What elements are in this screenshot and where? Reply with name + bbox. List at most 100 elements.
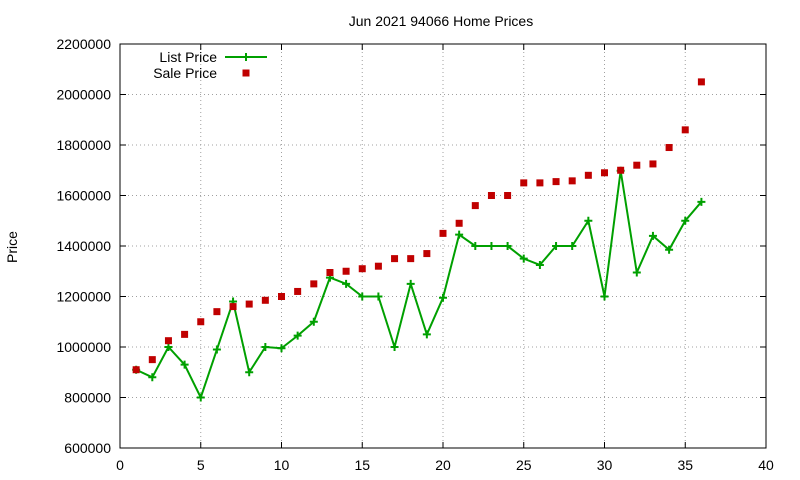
list-price-point <box>568 242 577 250</box>
sale-price-point <box>197 318 205 326</box>
sale-price-point <box>471 202 479 210</box>
list-price-point <box>309 317 318 326</box>
list-price-point <box>439 293 447 302</box>
list-price-point <box>180 360 189 369</box>
sale-price-point <box>665 144 673 152</box>
y-tick-label: 2000000 <box>56 87 111 103</box>
sale-price-point <box>633 161 641 169</box>
list-price-point <box>681 216 690 225</box>
chart-title: Jun 2021 94066 Home Prices <box>349 13 533 29</box>
sale-price-point <box>391 255 399 263</box>
list-price-point <box>164 343 173 351</box>
list-price-point <box>471 242 480 250</box>
list-price-point <box>552 242 561 250</box>
x-tick-label: 10 <box>274 457 290 473</box>
sale-price-point <box>278 293 285 300</box>
list-price-point <box>632 268 641 277</box>
list-price-point <box>406 279 415 288</box>
plot-frame <box>119 43 767 449</box>
sale-price-point <box>342 267 350 275</box>
list-price-point <box>648 231 657 240</box>
x-tick-label: 15 <box>354 457 370 473</box>
list-price-point <box>665 245 674 254</box>
x-tick-label: 20 <box>435 457 451 473</box>
list-price-point <box>148 373 157 382</box>
sale-price-point <box>504 192 512 199</box>
legend-cross-swatch <box>242 53 250 61</box>
list-price-point <box>358 292 367 301</box>
x-tick-label: 0 <box>116 457 124 473</box>
sale-price-point <box>536 179 544 187</box>
y-tick-label: 600000 <box>64 440 111 456</box>
y-tick-label: 800000 <box>64 390 111 406</box>
sale-price-point <box>617 166 625 174</box>
list-price-point <box>390 343 399 351</box>
x-tick-label: 5 <box>197 457 205 473</box>
sale-price-point <box>697 78 705 86</box>
sale-price-point <box>374 262 382 270</box>
list-price-point <box>422 330 431 339</box>
legend-label: List Price <box>159 49 217 65</box>
list-price-point <box>342 279 351 288</box>
sale-price-point <box>261 296 269 304</box>
list-price-point <box>374 292 383 301</box>
sale-price-point <box>601 169 608 177</box>
sale-price-point <box>681 126 689 134</box>
list-price-point <box>196 393 205 402</box>
y-tick-label: 1400000 <box>56 238 111 254</box>
sale-price-point <box>552 178 560 186</box>
y-tick-label: 1000000 <box>56 339 111 355</box>
sale-price-point <box>181 330 189 338</box>
legend-label: Sale Price <box>153 65 217 81</box>
sale-price-point <box>423 250 431 258</box>
sale-price-point <box>455 219 463 227</box>
list-price-point <box>455 230 464 239</box>
sale-price-point <box>245 300 253 308</box>
y-tick-label: 1600000 <box>56 188 111 204</box>
series-layer <box>132 78 706 402</box>
series-sale-price <box>132 78 705 374</box>
list-price-line <box>135 170 703 401</box>
x-tick-label: 30 <box>597 457 613 473</box>
sale-price-point <box>326 269 334 277</box>
list-price-point <box>261 343 270 351</box>
sale-price-point <box>520 179 528 187</box>
sale-price-point <box>649 160 657 168</box>
list-price-point <box>487 242 496 250</box>
list-price-point <box>600 292 609 301</box>
sale-price-point <box>213 308 221 316</box>
series-list-price <box>132 166 706 402</box>
sale-price-point <box>584 171 592 179</box>
y-tick-label: 1800000 <box>56 137 111 153</box>
legend-square-swatch <box>242 69 250 77</box>
list-price-point <box>519 254 528 263</box>
sale-price-point <box>358 265 366 273</box>
sale-price-point <box>568 177 576 185</box>
sale-price-point <box>310 280 318 288</box>
list-price-point <box>245 368 254 377</box>
sale-price-point <box>148 356 156 364</box>
sale-price-point <box>407 255 415 263</box>
list-price-point <box>293 331 302 340</box>
grid <box>120 44 766 448</box>
sale-price-point <box>487 192 495 199</box>
sale-price-point <box>132 366 140 374</box>
y-tick-label: 2200000 <box>56 36 111 52</box>
list-price-point <box>535 260 544 269</box>
sale-price-point <box>164 337 172 345</box>
list-price-point <box>697 197 706 206</box>
x-tick-label: 35 <box>677 457 693 473</box>
y-tick-label: 1200000 <box>56 289 111 305</box>
x-tick-label: 40 <box>758 457 774 473</box>
axis-ticks: 600000 800000 1000000 1200000 1400000 1600000… <box>56 36 774 473</box>
sale-price-point <box>229 303 237 311</box>
x-tick-label: 25 <box>516 457 532 473</box>
list-price-point <box>212 345 221 354</box>
sale-price-point <box>294 287 302 295</box>
list-price-point <box>503 242 512 250</box>
y-axis-label: Price <box>4 231 20 263</box>
list-price-point <box>584 216 593 225</box>
sale-price-point <box>439 229 447 237</box>
